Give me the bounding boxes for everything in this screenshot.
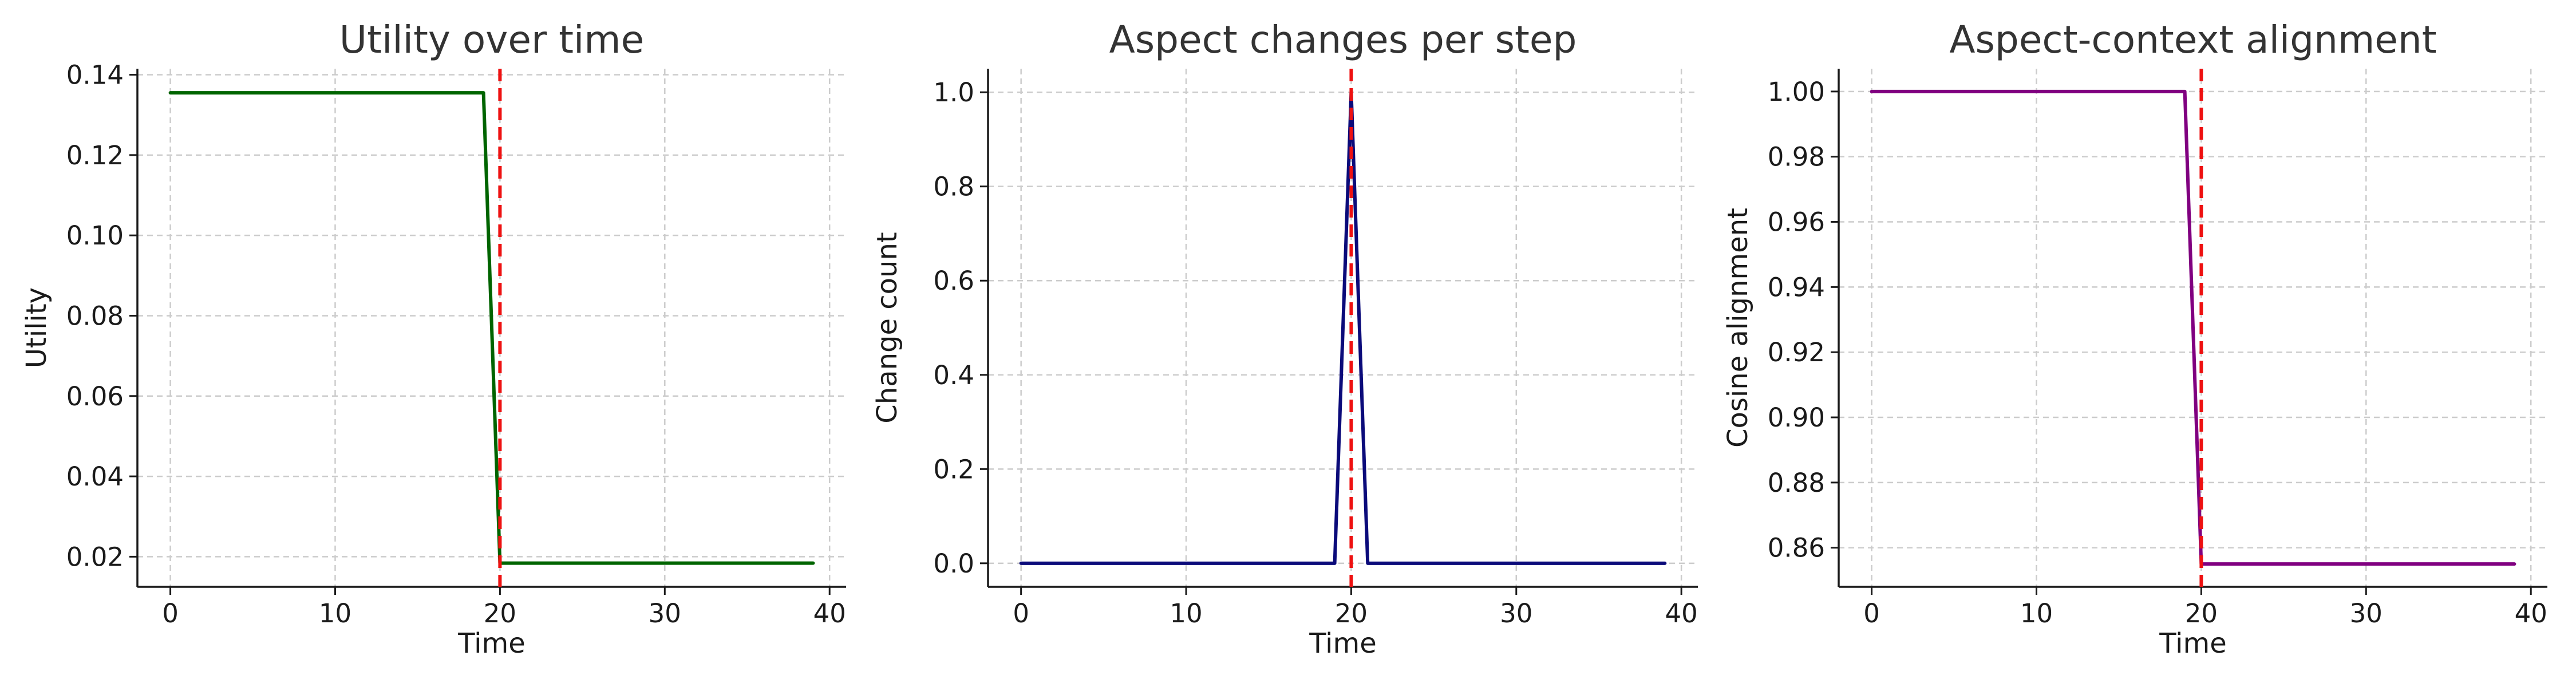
y-tick-label: 0.10 xyxy=(66,220,124,251)
x-tick-label: 20 xyxy=(484,598,516,629)
x-tick-label: 0 xyxy=(1013,598,1029,629)
x-tick-label: 40 xyxy=(813,598,846,629)
x-tick-label: 0 xyxy=(162,598,179,629)
x-tick-label: 10 xyxy=(2020,598,2053,629)
x-tick-label: 20 xyxy=(1335,598,1368,629)
y-tick-label: 1.00 xyxy=(1768,77,1825,107)
y-axis-label: Change count xyxy=(871,232,903,423)
y-tick-label: 1.0 xyxy=(933,77,974,108)
y-tick-label: 0.6 xyxy=(933,266,974,296)
x-axis-label: Time xyxy=(457,627,525,660)
chart-panel-1: 0 10 20 30 40 0.02 0.04 0.06 0.08 0.10 0.12 0.14 Uti… xyxy=(21,18,846,660)
chart-panel-3: 0 10 20 30 40 0.86 0.88 0.90 0.92 0.94 0.96 0.98 1.0… xyxy=(1722,18,2547,660)
y-tick-label: 0.04 xyxy=(66,461,124,492)
x-tick-label: 10 xyxy=(1170,598,1202,629)
y-tick-label: 0.2 xyxy=(933,454,974,484)
y-tick-label: 0.92 xyxy=(1768,337,1825,368)
y-tick-label: 0.02 xyxy=(66,542,124,572)
chart-title: Aspect-context alignment xyxy=(1949,18,2436,62)
y-tick-label: 0.90 xyxy=(1768,402,1825,433)
x-axis-label: Time xyxy=(2159,627,2226,660)
y-tick-label: 0.94 xyxy=(1768,272,1825,302)
x-axis-label: Time xyxy=(1309,627,1376,660)
y-tick-label: 0.12 xyxy=(66,140,124,171)
chart-panel-2: 0 10 20 30 40 0.0 0.2 0.4 0.6 0.8 1.0 Aspect change… xyxy=(871,18,1698,660)
chart-title: Aspect changes per step xyxy=(1109,18,1577,62)
x-tick-label: 40 xyxy=(2515,598,2547,629)
y-tick-label: 0.88 xyxy=(1768,468,1825,498)
y-axis-label: Cosine alignment xyxy=(1722,208,1754,448)
y-tick-label: 0.4 xyxy=(933,360,974,390)
y-tick-label: 0.0 xyxy=(933,548,974,579)
y-tick-label: 0.86 xyxy=(1768,533,1825,563)
series-line-1 xyxy=(1870,89,2516,566)
y-tick-label: 0.96 xyxy=(1768,207,1825,238)
x-tick-label: 30 xyxy=(1500,598,1532,629)
y-tick-label: 0.98 xyxy=(1768,142,1825,172)
x-tick-label: 30 xyxy=(2350,598,2383,629)
x-tick-label: 40 xyxy=(1665,598,1698,629)
y-tick-label: 0.08 xyxy=(66,301,124,331)
y-tick-label: 0.14 xyxy=(66,60,124,90)
x-tick-label: 10 xyxy=(319,598,351,629)
y-axis-label: Utility xyxy=(21,287,53,368)
y-tick-label: 0.06 xyxy=(66,381,124,412)
x-tick-label: 30 xyxy=(649,598,681,629)
chart-title: Utility over time xyxy=(339,18,644,62)
x-tick-label: 20 xyxy=(2185,598,2218,629)
series-line-1 xyxy=(168,91,815,565)
x-tick-label: 0 xyxy=(1863,598,1880,629)
y-tick-label: 0.8 xyxy=(933,172,974,202)
series-line-1 xyxy=(1019,90,1667,565)
